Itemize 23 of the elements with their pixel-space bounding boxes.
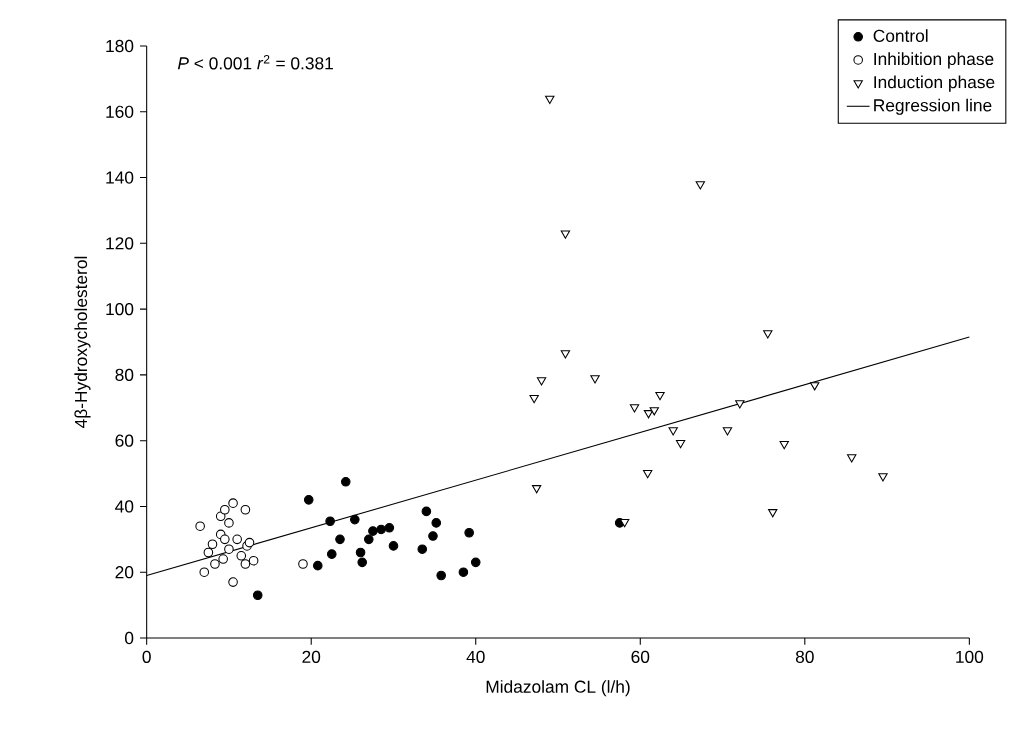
y-tick-label: 0 [124, 631, 134, 645]
x-axis-title: Midazolam CL (l/h) [486, 680, 630, 697]
legend-label: Induction phase [874, 75, 995, 92]
x-tick-label: 40 [466, 650, 485, 663]
x-tick-label: 80 [795, 650, 814, 663]
y-tick-label: 160 [106, 105, 134, 118]
x-tick-label: 20 [302, 650, 321, 663]
legend-label: Inhibition phase [874, 52, 994, 69]
y-tick-label: 100 [106, 302, 134, 316]
y-tick-label: 20 [115, 566, 134, 579]
y-axis-title: 4β-Hydroxycholesterol [74, 256, 91, 428]
y-tick-label: 140 [106, 171, 134, 184]
x-tick-label: 0 [142, 650, 151, 663]
legend-label: Control [873, 29, 928, 42]
x-tick-label: 60 [631, 650, 650, 663]
y-tick-label: 180 [106, 39, 134, 53]
y-tick-label: 60 [115, 434, 134, 447]
annotation: P < 0.001 r$^{2}$ = 0.381 [177, 55, 333, 70]
y-tick-label: 120 [106, 237, 134, 250]
y-tick-label: 40 [115, 500, 134, 513]
legend-label: Regression line [874, 98, 992, 115]
x-tick-label: 100 [956, 650, 984, 663]
y-tick-label: 80 [115, 368, 134, 382]
